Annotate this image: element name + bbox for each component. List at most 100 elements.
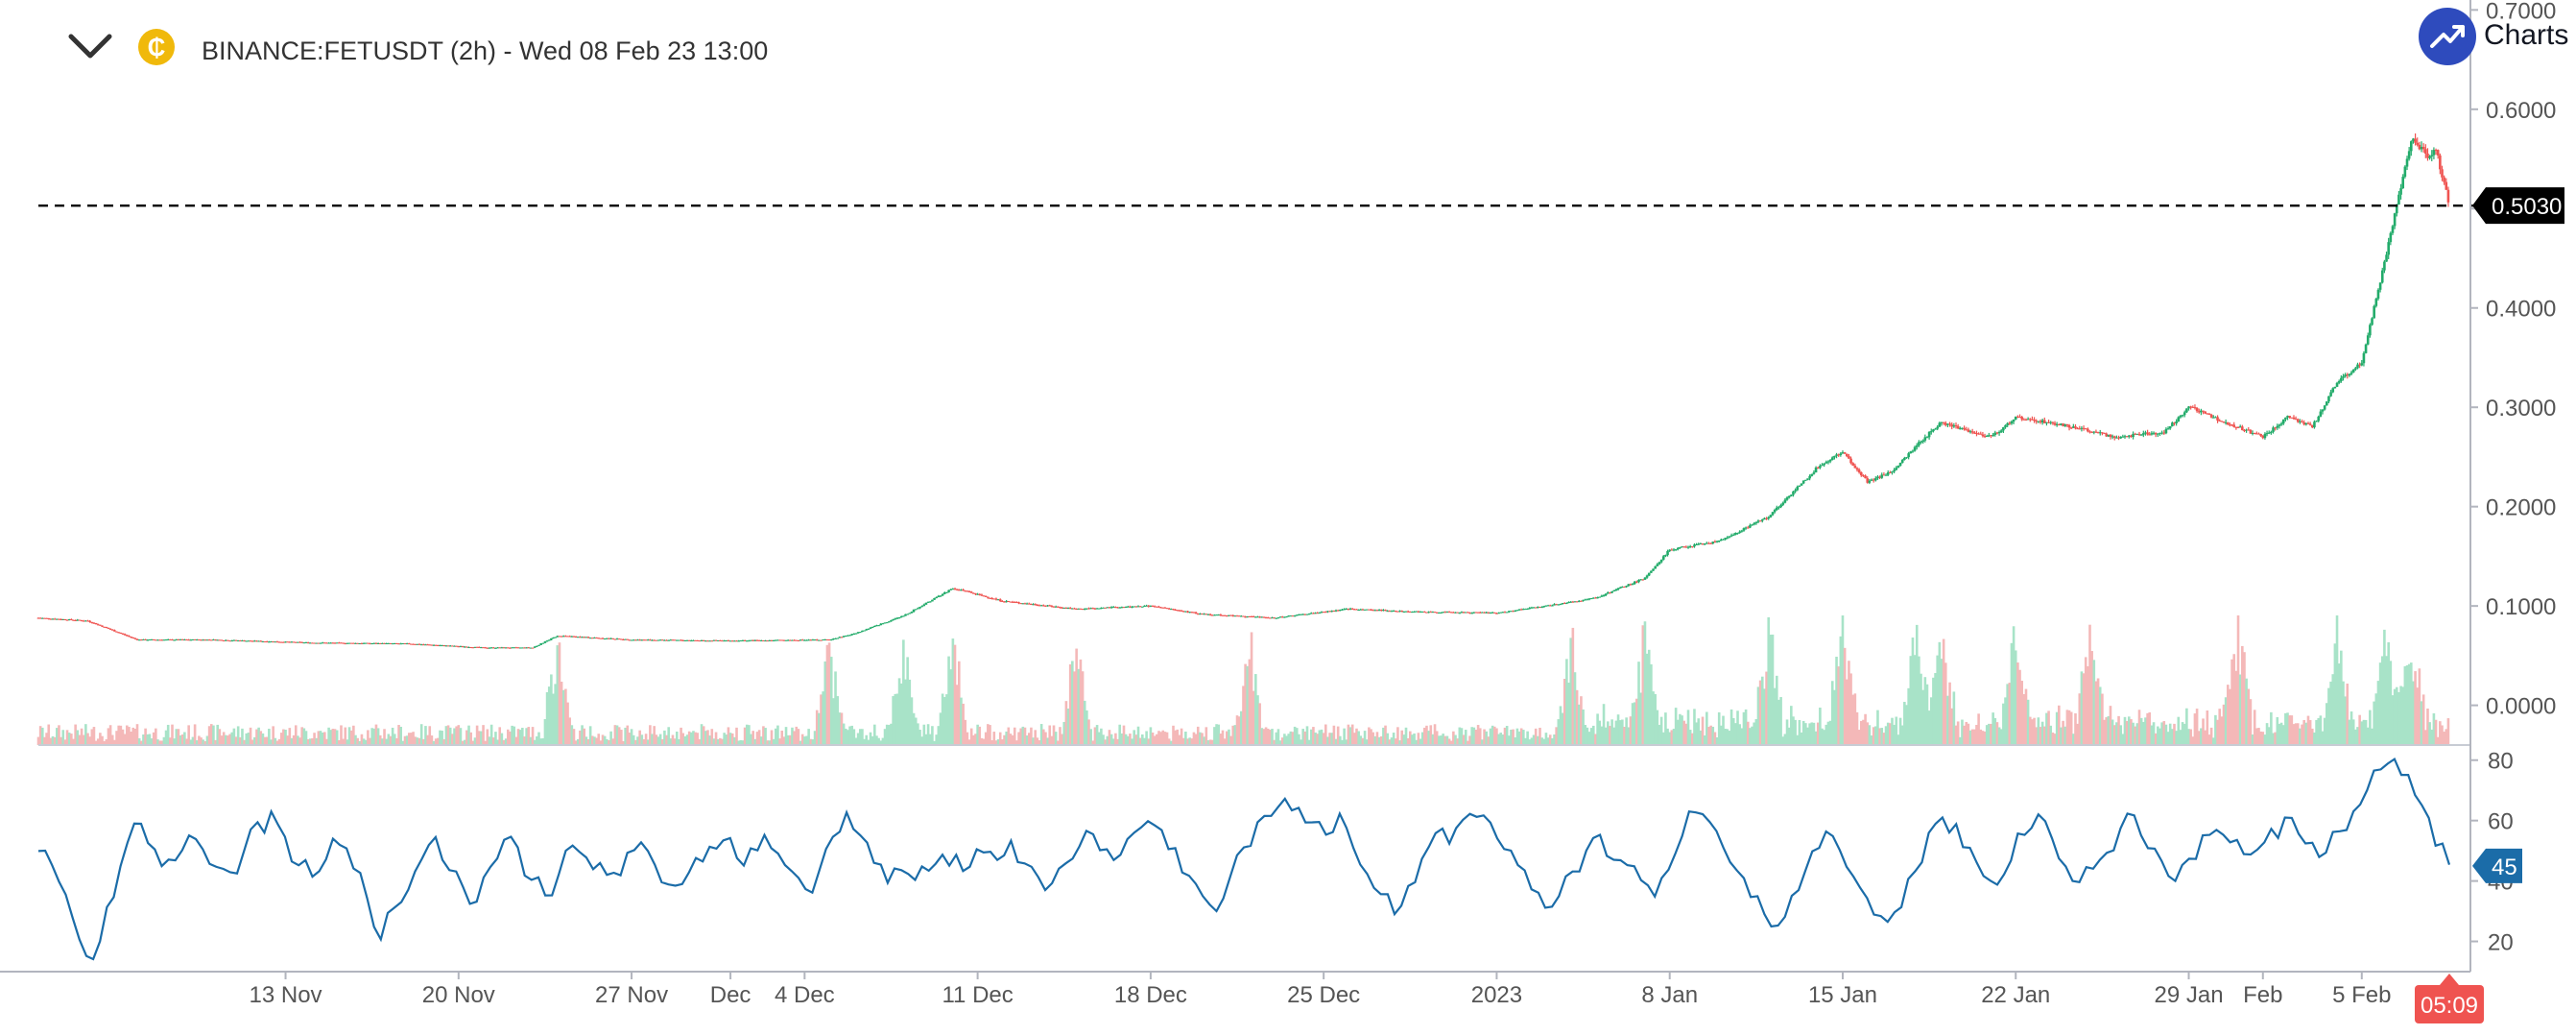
volume-bar — [1172, 725, 1175, 745]
time-axis[interactable]: 13 Nov 20 Nov 27 Nov Dec 4 Dec 11 Dec 18 Dec 25… — [250, 972, 2392, 1008]
candle-body — [1672, 549, 1676, 551]
candle-body — [1223, 614, 1227, 616]
candle-body — [1170, 609, 1173, 611]
volume-bar — [665, 734, 668, 745]
candle-body — [222, 640, 226, 642]
candle-body — [1559, 604, 1562, 606]
volume-bar — [385, 738, 388, 745]
candle-body — [2371, 318, 2373, 325]
volume-bar — [2010, 642, 2014, 745]
candle-body — [1967, 429, 1970, 432]
volume-bar — [730, 733, 734, 745]
candle-body — [989, 597, 991, 599]
candle-body — [2253, 433, 2256, 435]
volume-bar — [803, 736, 806, 745]
volume-bar — [1711, 726, 1715, 745]
candle-body — [1973, 432, 1976, 434]
volume-bar — [1508, 735, 1511, 745]
candle-body — [1821, 465, 1824, 467]
volume-bar — [1023, 727, 1027, 745]
volume-bar — [1495, 728, 1498, 745]
candle-body — [566, 636, 569, 638]
chevron-down-icon[interactable] — [65, 27, 115, 65]
bar-countdown: 05:09 — [2415, 974, 2484, 1023]
volume-bar — [547, 686, 551, 745]
candle-body — [1954, 425, 1958, 427]
volume-bar — [1602, 704, 1606, 745]
volume-bar — [2065, 710, 2069, 745]
volume-bar — [611, 738, 615, 745]
volume-bar — [1691, 733, 1694, 745]
candle-body — [926, 601, 930, 603]
candle-body — [494, 647, 497, 649]
candle-body — [1334, 610, 1338, 612]
volume-bar — [193, 724, 197, 745]
candle-body — [1979, 433, 1983, 435]
candle-body — [1988, 435, 1991, 437]
volume-bar — [259, 731, 263, 745]
candle-body — [536, 645, 538, 647]
volume-bar — [2012, 626, 2015, 745]
candle-body — [80, 620, 83, 622]
volume-bar — [105, 739, 108, 745]
volume-bar — [1138, 737, 1142, 745]
candle-body — [716, 639, 720, 641]
volume-bar — [1587, 732, 1591, 745]
candle-body — [2238, 426, 2242, 428]
volume-bar — [1470, 727, 1473, 745]
brand-badge[interactable]: Charts p — [2419, 6, 2576, 67]
candle-body — [850, 634, 854, 636]
candle-body — [432, 644, 436, 646]
volume-bar — [521, 728, 524, 745]
candle-body — [1156, 606, 1158, 608]
candle-body — [728, 640, 732, 642]
time-tick-label: 11 Dec — [942, 982, 1013, 1008]
volume-bar — [189, 739, 193, 745]
candle-body — [2236, 427, 2240, 429]
volume-bar — [207, 726, 211, 745]
candle-body — [2446, 189, 2450, 203]
price-axis[interactable]: 0.70000.60000.50000.40000.30000.20000.10… — [2470, 0, 2556, 720]
volume-bar — [966, 732, 969, 745]
volume-bar — [1276, 729, 1280, 745]
candle-body — [1546, 605, 1550, 607]
candle-body — [2278, 424, 2281, 426]
volume-bar — [1102, 734, 1105, 745]
volume-bar — [1250, 632, 1253, 745]
volume-bar — [989, 725, 991, 745]
volume-bar — [1375, 732, 1379, 745]
candle-body — [2121, 436, 2125, 438]
volume-bar — [836, 696, 839, 745]
volume-bar — [1746, 721, 1750, 745]
volume-bar — [94, 740, 98, 745]
volume-bar — [949, 669, 953, 745]
trend-up-icon[interactable] — [2419, 8, 2476, 65]
candle-body — [1749, 525, 1752, 528]
candle-body — [1586, 599, 1589, 601]
candle-body — [1688, 546, 1692, 548]
candle-body — [2443, 177, 2445, 182]
candle-body — [586, 637, 590, 638]
volume-bar — [593, 736, 596, 745]
volume-bar — [1219, 734, 1223, 745]
candle-body — [1736, 532, 1739, 534]
candle-body — [609, 638, 612, 639]
candle-body — [755, 639, 759, 641]
candle-body — [130, 637, 132, 638]
candle-body — [1740, 530, 1744, 532]
volume-bar — [1612, 727, 1616, 745]
volume-bar — [2092, 660, 2096, 745]
volume-bar — [1365, 739, 1369, 745]
candle-body — [1370, 609, 1372, 611]
volume-bar — [1534, 728, 1538, 745]
candle-body — [719, 639, 722, 641]
candle-body — [1100, 608, 1103, 610]
candle-body — [2362, 352, 2366, 364]
candle-body — [966, 590, 969, 592]
volume-bar — [1992, 712, 1994, 745]
volume-bar — [1528, 739, 1532, 745]
candle-body — [1108, 607, 1111, 609]
candle-body — [1019, 603, 1022, 605]
volume-bar — [815, 710, 819, 745]
